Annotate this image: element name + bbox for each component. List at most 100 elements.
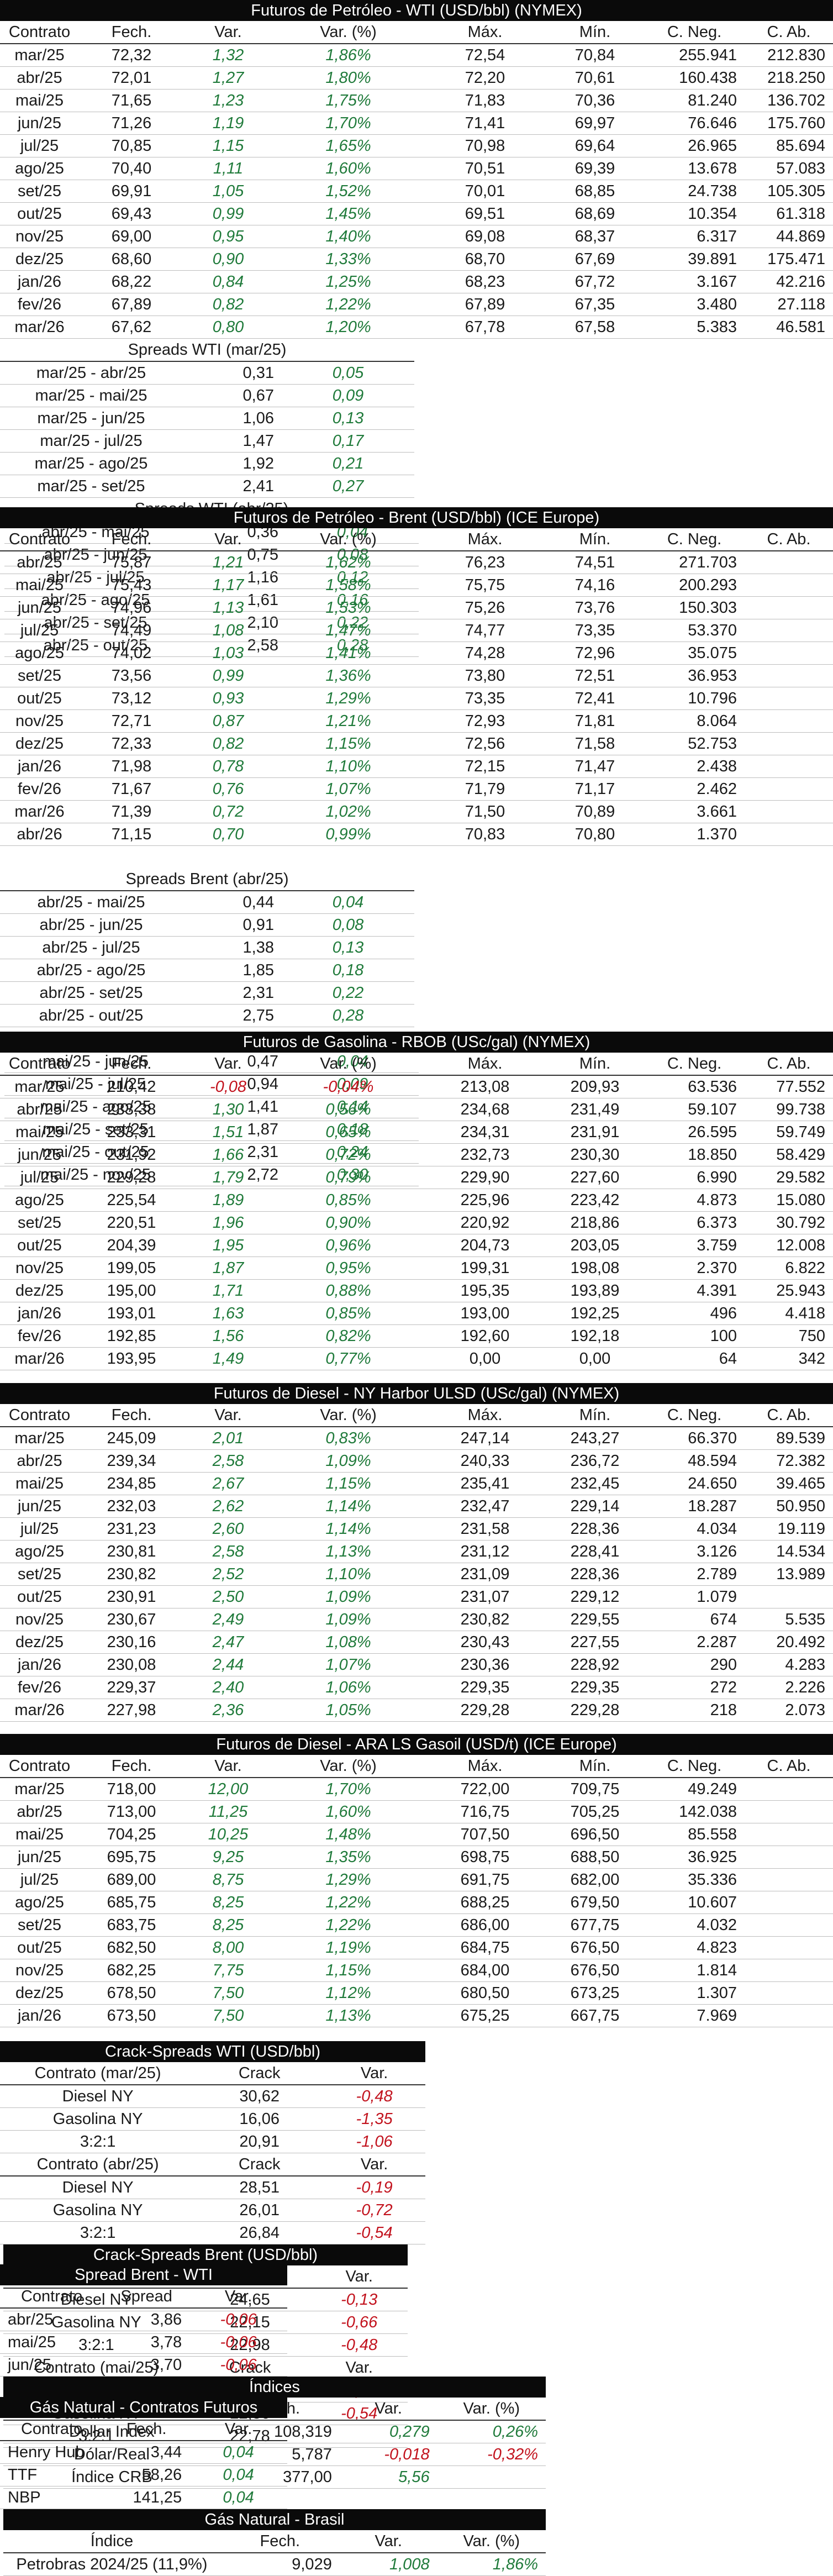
cell: 231,49: [546, 1098, 644, 1121]
spread-value: 2,75: [182, 1004, 282, 1027]
table-row: abr/25 233,38 1,30 0,56% 234,68 231,49 59.107 9…: [0, 1098, 833, 1121]
cell: 75,26: [424, 596, 546, 619]
cell: 2,47: [184, 1631, 272, 1654]
column-header: Var. (%): [272, 1404, 424, 1427]
table-row: mai/25 704,25 10,25 1,48% 707,50 696,50 85.558: [0, 1823, 833, 1846]
crack-product: Diesel NY: [0, 2176, 196, 2199]
cell: 9,029: [220, 2553, 340, 2576]
cell: 231,23: [79, 1517, 184, 1541]
cell: 1,89: [184, 1189, 272, 1212]
cell: 0,04: [189, 2441, 287, 2464]
crack-row: 3:2:1 26,84 -0,54: [0, 2221, 425, 2244]
cell: nov/25: [0, 1608, 79, 1631]
column-header: C. Neg.: [644, 21, 745, 44]
cell: 1,15%: [272, 1472, 424, 1495]
cell: 30.792: [745, 1211, 833, 1234]
cell: 76.646: [644, 112, 745, 135]
spread-var: 0,13: [282, 936, 414, 959]
cell: 2.789: [644, 1563, 745, 1586]
cell: 231,12: [424, 1540, 546, 1563]
cell: 709,75: [546, 1778, 644, 1801]
cell: 1,19%: [272, 1936, 424, 1959]
cell: 72,96: [546, 642, 644, 665]
cell: 342: [745, 1347, 833, 1370]
cell: 199,05: [79, 1257, 184, 1280]
spread-value: 0,31: [182, 361, 282, 385]
cell: 232,45: [546, 1472, 644, 1495]
cell: 2,01: [184, 1427, 272, 1450]
spread-pair: abr/25 - ago/25: [0, 959, 182, 982]
cell: 1,13: [184, 596, 272, 619]
cell: 229,55: [546, 1608, 644, 1631]
cell: 1,60%: [272, 1800, 424, 1823]
cell: mai/25: [0, 1823, 79, 1846]
cell: 58.429: [745, 1143, 833, 1166]
spread-value: 0,44: [182, 891, 282, 914]
cell: 235,41: [424, 1472, 546, 1495]
cell: 5,56: [339, 2465, 437, 2489]
cell: mai/25: [0, 89, 79, 112]
cell: 0,99%: [272, 823, 424, 846]
cell: 679,50: [546, 1891, 644, 1914]
cell: jul/25: [0, 619, 79, 642]
cell: jan/26: [0, 1653, 79, 1676]
cell: 229,35: [546, 1676, 644, 1699]
crack-wti-title: Crack-Spreads WTI (USD/bbl): [0, 2041, 425, 2062]
spread-title-row: Spreads WTI (mar/25): [0, 339, 415, 362]
cell: 220,51: [79, 1211, 184, 1234]
table-row: jul/25 689,00 8,75 1,29% 691,75 682,00 35.336: [0, 1868, 833, 1891]
cell: 58,26: [103, 2463, 190, 2486]
cell: 39.891: [644, 248, 745, 271]
cell: 6.990: [644, 1166, 745, 1189]
cell: 1,17: [184, 574, 272, 597]
cell: 69,43: [79, 202, 184, 225]
cell: 1,008: [339, 2553, 437, 2576]
crack-var: -0,48: [323, 2085, 425, 2108]
cell: dez/25: [0, 732, 79, 755]
cell: [745, 1891, 833, 1914]
cell: 255.941: [644, 44, 745, 67]
cell: jul/25: [0, 1517, 79, 1541]
cell: 2,50: [184, 1585, 272, 1608]
cell: 0,76: [184, 777, 272, 801]
cell: 682,00: [546, 1868, 644, 1891]
cell: set/25: [0, 664, 79, 687]
cell: out/25: [0, 1936, 79, 1959]
cell: 1,07%: [272, 1653, 424, 1676]
cell: [745, 1846, 833, 1869]
column-header: Fech.: [103, 2418, 190, 2441]
gas-brasil-title: Gás Natural - Brasil: [3, 2509, 546, 2530]
cell: 71,65: [79, 89, 184, 112]
cell: [745, 1981, 833, 2005]
cell: 229,28: [79, 1166, 184, 1189]
cell: 26.595: [644, 1121, 745, 1144]
column-header: Var. (%): [272, 21, 424, 44]
spread-var: 0,13: [282, 407, 415, 430]
column-header: Contrato (mar/25): [0, 2062, 196, 2085]
cell: 695,75: [79, 1846, 184, 1869]
cell: 0,85%: [272, 1189, 424, 1212]
cell: 1,30: [184, 1098, 272, 1121]
table-row: jan/26 71,98 0,78 1,10% 72,15 71,47 2.438: [0, 755, 833, 778]
cell: 53.370: [644, 619, 745, 642]
cell: 1,86%: [272, 44, 424, 67]
cell: 195,00: [79, 1279, 184, 1302]
cell: 71,47: [546, 755, 644, 778]
gas-futures-table: Contrato Fech. Var. Henry Hub 3,44 0,04 TTF 58,…: [0, 2418, 287, 2509]
cell: 0,79%: [272, 1166, 424, 1189]
cell: 234,68: [424, 1098, 546, 1121]
table-row: set/25 220,51 1,96 0,90% 220,92 218,86 6.373 30…: [0, 1211, 833, 1234]
cell: 228,36: [546, 1563, 644, 1586]
cell: ago/25: [0, 642, 79, 665]
cell: 72,01: [79, 66, 184, 90]
spread-bw-table: Contrato Spread Var. abr/25 3,86 -0,06 mai/25 3…: [0, 2285, 287, 2377]
cell: [745, 664, 833, 687]
column-header: Spread: [103, 2285, 190, 2309]
wti-spreads-left: Spreads WTI (mar/25) mar/25 - abr/25 0,31 0…: [0, 339, 415, 498]
cell: 2,62: [184, 1495, 272, 1518]
cell: 67,69: [546, 248, 644, 271]
cell: 231,91: [546, 1121, 644, 1144]
cell: jun/25: [0, 596, 79, 619]
cell: 227,55: [546, 1631, 644, 1654]
cell: 71,98: [79, 755, 184, 778]
